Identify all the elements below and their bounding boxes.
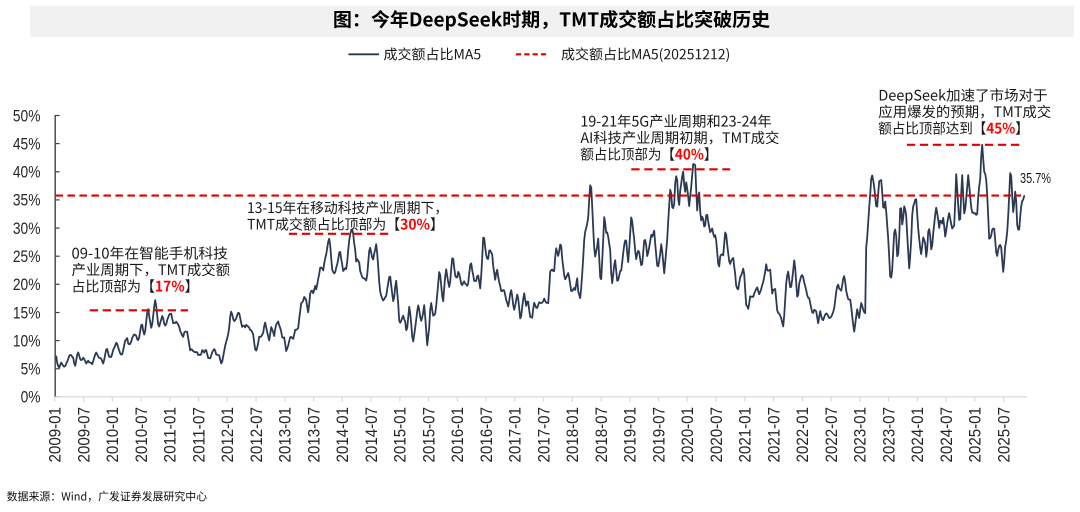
svg-text:2013-01: 2013-01 (277, 407, 295, 463)
svg-text:2013-07: 2013-07 (305, 407, 323, 463)
svg-text:2012-01: 2012-01 (219, 407, 237, 463)
svg-text:2021-01: 2021-01 (737, 407, 755, 463)
svg-text:2024-01: 2024-01 (909, 407, 927, 463)
svg-text:2023-01: 2023-01 (852, 407, 870, 463)
svg-text:2010-07: 2010-07 (133, 407, 151, 463)
svg-text:10%: 10% (13, 332, 41, 350)
svg-text:2018-07: 2018-07 (593, 407, 611, 463)
svg-text:2010-01: 2010-01 (104, 407, 122, 463)
svg-text:35.7%: 35.7% (1020, 171, 1051, 187)
svg-text:2024-07: 2024-07 (938, 407, 956, 463)
svg-text:25%: 25% (13, 248, 41, 266)
svg-text:2014-01: 2014-01 (334, 407, 352, 463)
svg-text:35%: 35% (13, 192, 41, 210)
svg-text:5%: 5% (21, 361, 41, 379)
svg-text:2017-01: 2017-01 (507, 407, 525, 463)
svg-text:2025-07: 2025-07 (995, 407, 1013, 463)
svg-text:2016-01: 2016-01 (449, 407, 467, 463)
svg-text:2018-01: 2018-01 (564, 407, 582, 463)
svg-text:50%: 50% (13, 107, 41, 125)
svg-text:2017-07: 2017-07 (535, 407, 553, 463)
svg-text:2019-07: 2019-07 (650, 407, 668, 463)
svg-text:20%: 20% (13, 276, 41, 294)
svg-text:2025-01: 2025-01 (967, 407, 985, 463)
svg-text:45%: 45% (13, 135, 41, 153)
svg-text:2009-07: 2009-07 (75, 407, 93, 463)
svg-text:2015-07: 2015-07 (420, 407, 438, 463)
svg-text:2016-07: 2016-07 (478, 407, 496, 463)
svg-text:2022-01: 2022-01 (794, 407, 812, 463)
svg-text:2023-07: 2023-07 (880, 407, 898, 463)
svg-text:2019-01: 2019-01 (622, 407, 640, 463)
svg-text:2020-01: 2020-01 (679, 407, 697, 463)
svg-text:2022-07: 2022-07 (823, 407, 841, 463)
svg-text:30%: 30% (13, 220, 41, 238)
svg-text:40%: 40% (13, 164, 41, 182)
svg-text:2012-07: 2012-07 (248, 407, 266, 463)
svg-text:2021-07: 2021-07 (765, 407, 783, 463)
svg-text:2020-07: 2020-07 (708, 407, 726, 463)
svg-text:2014-07: 2014-07 (363, 407, 381, 463)
svg-text:2015-01: 2015-01 (392, 407, 410, 463)
svg-text:2009-01: 2009-01 (47, 407, 65, 463)
svg-text:2011-01: 2011-01 (162, 407, 180, 463)
svg-text:0%: 0% (21, 389, 41, 407)
svg-text:15%: 15% (13, 304, 41, 322)
svg-text:2011-07: 2011-07 (190, 407, 208, 463)
